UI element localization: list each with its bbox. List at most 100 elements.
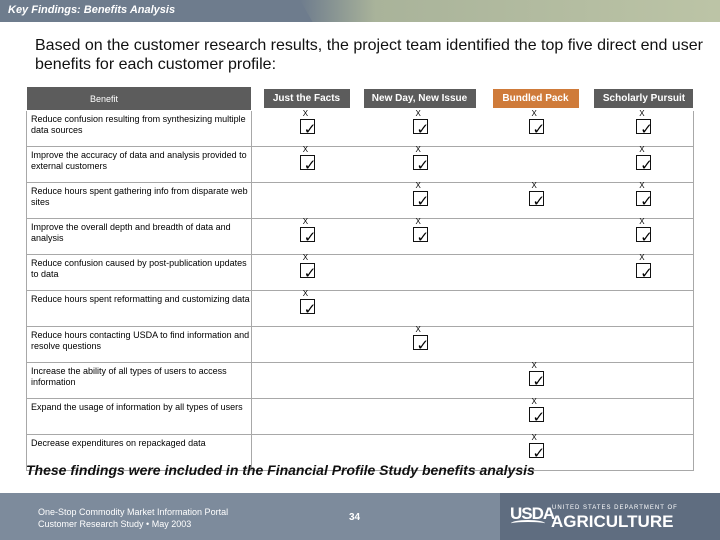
benefit-label: Improve the overall depth and breadth of… — [26, 218, 252, 255]
checkmark-icon: X ✓ — [299, 253, 316, 281]
checkbox-icon: ✓ — [636, 191, 653, 209]
profile-cell: X ✓ — [477, 397, 594, 435]
profile-header-label: Scholarly Pursuit — [594, 89, 694, 108]
profile-cell: X ✓ — [593, 253, 694, 291]
profile-cell: X ✓ — [361, 110, 478, 147]
mark-x: X — [531, 361, 537, 370]
checkbox-icon: ✓ — [299, 227, 316, 245]
checkbox-icon: ✓ — [528, 371, 545, 389]
checkmark-icon: X ✓ — [635, 218, 653, 245]
profile-header-label: Just the Facts — [263, 89, 350, 108]
profile-cell — [477, 290, 594, 327]
mark-x: X — [531, 433, 537, 442]
table-row: Reduce hours spent gathering info from d… — [26, 181, 694, 219]
checkmark-icon: X ✓ — [412, 182, 429, 209]
checkbox-icon: ✓ — [528, 191, 545, 209]
profile-cell — [251, 398, 362, 435]
page-number: 34 — [349, 512, 361, 523]
table-header-row: Benefit Just the Facts New Day, New Issu… — [26, 86, 694, 111]
profile-cell: X ✓ — [593, 181, 694, 219]
mark-x: X — [302, 145, 309, 154]
profile-cell: X ✓ — [361, 182, 478, 219]
usda-logo: USDA UNITED STATES DEPARTMENT OF AGRICUL… — [510, 504, 690, 532]
checkmark-icon: X ✓ — [635, 109, 653, 137]
benefit-label: Reduce confusion caused by post-publicat… — [26, 254, 252, 291]
benefit-label: Reduce hours spent reformatting and cust… — [26, 290, 252, 327]
profile-cell — [593, 362, 694, 399]
mark-x: X — [531, 397, 537, 406]
checkbox-icon: ✓ — [299, 263, 316, 281]
profile-cell — [361, 434, 478, 471]
checkbox-icon: ✓ — [528, 119, 545, 137]
profile-cell — [361, 290, 478, 327]
checkbox-icon: ✓ — [299, 299, 316, 317]
checkbox-icon: ✓ — [528, 407, 545, 425]
profile-cell — [251, 434, 362, 471]
profile-cell — [251, 362, 362, 399]
benefits-table: Benefit Just the Facts New Day, New Issu… — [26, 86, 694, 471]
mark-x: X — [302, 253, 309, 262]
checkbox-icon: ✓ — [412, 227, 429, 245]
profile-cell: X ✓ — [477, 182, 594, 219]
footer-project-name: One-Stop Commodity Market Information Po… — [38, 507, 229, 517]
checkbox-icon: ✓ — [636, 227, 653, 245]
table-row: Reduce hours contacting USDA to find inf… — [26, 325, 694, 363]
findings-note: These findings were included in the Fina… — [26, 462, 535, 478]
profile-cell — [477, 254, 594, 291]
mark-x: X — [639, 109, 645, 118]
checkbox-icon: ✓ — [636, 155, 653, 173]
checkbox-icon: ✓ — [299, 155, 316, 173]
profile-cell: X ✓ — [251, 145, 362, 183]
table-row: Decrease expenditures on repackaged data… — [26, 433, 694, 471]
checkmark-icon: X ✓ — [412, 217, 429, 245]
mark-x: X — [302, 217, 309, 226]
footer-bar — [0, 493, 720, 540]
checkbox-icon: ✓ — [412, 191, 429, 209]
benefit-label: Reduce hours spent gathering info from d… — [26, 182, 252, 219]
profile-cell: X ✓ — [361, 217, 478, 255]
checkmark-icon: X ✓ — [412, 325, 429, 353]
checkmark-icon: X ✓ — [528, 182, 545, 209]
profile-cell — [361, 398, 478, 435]
profile-cell — [593, 434, 694, 471]
checkbox-icon: ✓ — [636, 119, 653, 137]
checkbox-icon: ✓ — [299, 119, 316, 137]
checkbox-icon: ✓ — [412, 119, 429, 137]
mark-x: X — [415, 325, 421, 334]
table-row: Expand the usage of information by all t… — [26, 397, 694, 435]
checkmark-icon: X ✓ — [528, 397, 545, 425]
mark-x: X — [302, 289, 309, 298]
checkbox-icon: ✓ — [412, 335, 429, 353]
profile-cell: X ✓ — [361, 325, 478, 363]
profile-cell: X ✓ — [477, 433, 594, 471]
mark-x: X — [639, 253, 645, 262]
benefit-label: Reduce hours contacting USDA to find inf… — [26, 326, 252, 363]
checkmark-icon: X ✓ — [635, 146, 653, 173]
benefit-label: Decrease expenditures on repackaged data — [26, 434, 252, 471]
profile-cell: X ✓ — [593, 109, 694, 147]
profile-cell: X ✓ — [593, 146, 694, 183]
profile-cell: X ✓ — [361, 146, 478, 183]
usda-logo-swoosh — [511, 520, 545, 527]
profile-cell — [593, 290, 694, 327]
mark-x: X — [415, 217, 421, 226]
checkbox-icon: ✓ — [412, 155, 429, 173]
checkmark-icon: X ✓ — [299, 109, 316, 137]
profile-cell: X ✓ — [251, 289, 362, 327]
profile-cell — [593, 398, 694, 435]
footer-logo-band — [500, 493, 720, 540]
mark-x: X — [302, 109, 309, 118]
profile-cell — [251, 182, 362, 219]
table-row: Reduce hours spent reformatting and cust… — [26, 289, 694, 327]
table-row: Increase the ability of all types of use… — [26, 361, 694, 399]
profile-cell — [477, 326, 594, 363]
title-bar-accent — [300, 0, 720, 22]
checkmark-icon: X ✓ — [412, 110, 429, 137]
benefit-label: Improve the accuracy of data and analysi… — [26, 146, 252, 183]
checkmark-icon: X ✓ — [528, 361, 545, 389]
benefit-label: Reduce confusion resulting from synthesi… — [26, 110, 252, 147]
slide-title: Key Findings: Benefits Analysis — [8, 4, 176, 16]
checkmark-icon: X ✓ — [412, 146, 429, 173]
checkmark-icon: X ✓ — [528, 433, 545, 461]
mark-x: X — [639, 181, 645, 190]
